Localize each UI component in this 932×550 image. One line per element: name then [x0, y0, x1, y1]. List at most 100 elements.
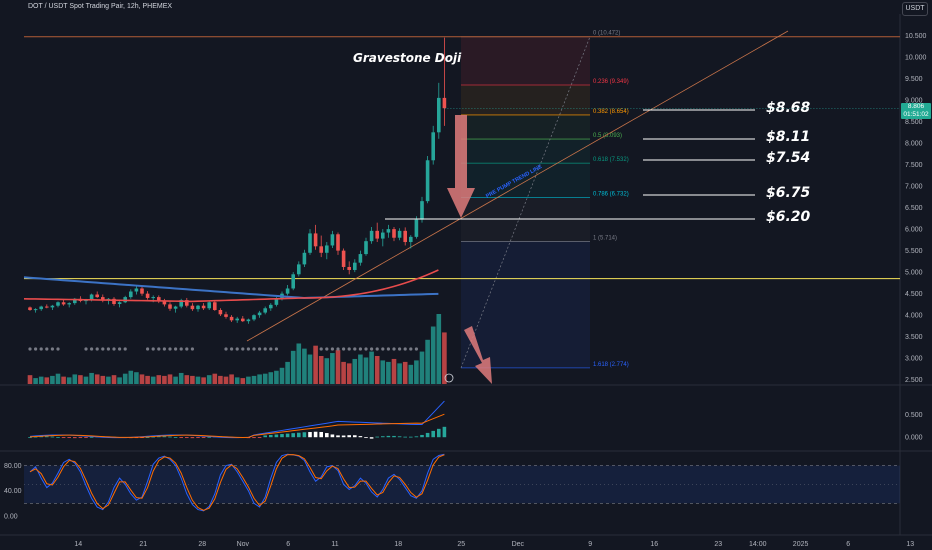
volume-bar [223, 376, 229, 384]
volume-bar [274, 370, 279, 384]
indicator2-tick-label: 80.00 [4, 463, 22, 470]
time-tick-label: 14 [74, 541, 82, 548]
volume-bar [234, 377, 240, 384]
stoch-band [24, 465, 900, 504]
fib-zone [461, 85, 590, 115]
indicator-dot [123, 347, 127, 351]
candle-body [308, 233, 312, 253]
time-tick-label: 13 [906, 541, 914, 548]
currency-selector[interactable]: USDT [902, 2, 928, 16]
candle-body [229, 316, 234, 321]
indicator-dot [358, 347, 362, 351]
fib-zone [461, 139, 590, 164]
indicator-dot [246, 347, 250, 351]
indicator1-histogram-bar [207, 436, 211, 438]
indicator-dot [263, 347, 267, 351]
volume-bar [50, 375, 55, 384]
volume-bar [94, 374, 100, 384]
indicator-dot [319, 347, 323, 351]
indicator-dot [336, 347, 340, 351]
ma-fast-line [23, 269, 439, 303]
volume-bar [402, 361, 408, 384]
indicator1-histogram-bar [61, 437, 66, 439]
indicator1-histogram-bar [67, 437, 71, 439]
time-tick-label: 16 [650, 541, 658, 548]
indicator1-histogram-bar [392, 435, 396, 438]
fib-zone [461, 241, 590, 368]
candle-body [414, 219, 419, 237]
volume-bar [218, 375, 223, 384]
indicator-dot [45, 347, 49, 351]
stoch-d-line [29, 454, 445, 511]
volume-bar [83, 376, 89, 384]
time-tick-label: 14:00 [749, 541, 767, 548]
price-tick-label: 3.500 [905, 334, 923, 341]
price-tick-label: 9.000 [905, 98, 923, 105]
volume-bar [128, 370, 134, 384]
time-tick-label: 9 [588, 541, 592, 548]
volume-bar [212, 373, 218, 384]
volume-bar [369, 351, 374, 384]
volume-bar [341, 361, 346, 384]
fib-zone [461, 36, 590, 86]
candle-body [129, 291, 133, 298]
indicator2-tick-label: 0.00 [4, 513, 18, 520]
indicator-dot [28, 347, 32, 351]
candle-body [67, 303, 71, 305]
fib-level-label: 0 (10.472) [593, 31, 620, 37]
volume-bar [380, 360, 386, 384]
indicator1-histogram-bar [386, 435, 391, 438]
volume-bar [436, 314, 442, 384]
target-price-label: $6.20 [766, 209, 811, 225]
indicator-dot [56, 347, 60, 351]
indicator1-histogram-bar [263, 435, 267, 438]
indicator-dot [179, 347, 183, 351]
indicator-dot [106, 347, 110, 351]
candle-body [285, 288, 290, 294]
indicator1-histogram-bar [291, 433, 295, 438]
price-tick-label: 6.500 [905, 205, 923, 212]
target-price-label: $8.11 [766, 129, 810, 145]
price-tick-label: 4.500 [905, 291, 923, 298]
fib-zone [461, 114, 590, 140]
candle-body [263, 308, 267, 313]
time-tick-label: 25 [457, 541, 465, 548]
pattern-title: Gravestone Doji [353, 51, 462, 65]
indicator1-histogram-bar [190, 437, 195, 439]
indicator-dot [386, 347, 390, 351]
indicator-dot [330, 347, 334, 351]
time-tick-label: 21 [139, 541, 147, 548]
volume-bar [66, 377, 72, 384]
volume-bar [184, 375, 190, 384]
price-tick-label: 5.000 [905, 270, 923, 277]
indicator-dot [118, 347, 122, 351]
time-tick-label: 6 [846, 541, 850, 548]
volume-bar [89, 372, 94, 384]
volume-bar [442, 332, 447, 384]
volume-bar [268, 372, 274, 384]
indicator1-histogram-bar [274, 434, 279, 438]
volume-bar [33, 378, 38, 384]
indicator1-histogram-bar [28, 437, 32, 439]
indicator-dot [342, 347, 346, 351]
price-tick-label: 4.000 [905, 313, 923, 320]
price-tick-label: 8.000 [905, 141, 923, 148]
indicator-dot [258, 347, 262, 351]
candle-body [151, 297, 155, 299]
indicator1-histogram-bar [375, 436, 379, 438]
indicator-dot [174, 347, 178, 351]
indicator-dot [230, 347, 234, 351]
target-price-label: $8.68 [766, 100, 811, 116]
candle-body [218, 310, 223, 315]
indicator1-histogram-bar [168, 436, 172, 438]
candle-body [246, 319, 251, 322]
indicator-dot [274, 347, 278, 351]
indicator1-histogram-bar [347, 435, 351, 438]
candle-body [241, 318, 245, 322]
candle-body [185, 300, 189, 306]
indicator1-histogram-bar [280, 434, 284, 438]
indicator-dot [347, 347, 351, 351]
volume-bar [290, 350, 296, 384]
candle-body [196, 305, 200, 310]
